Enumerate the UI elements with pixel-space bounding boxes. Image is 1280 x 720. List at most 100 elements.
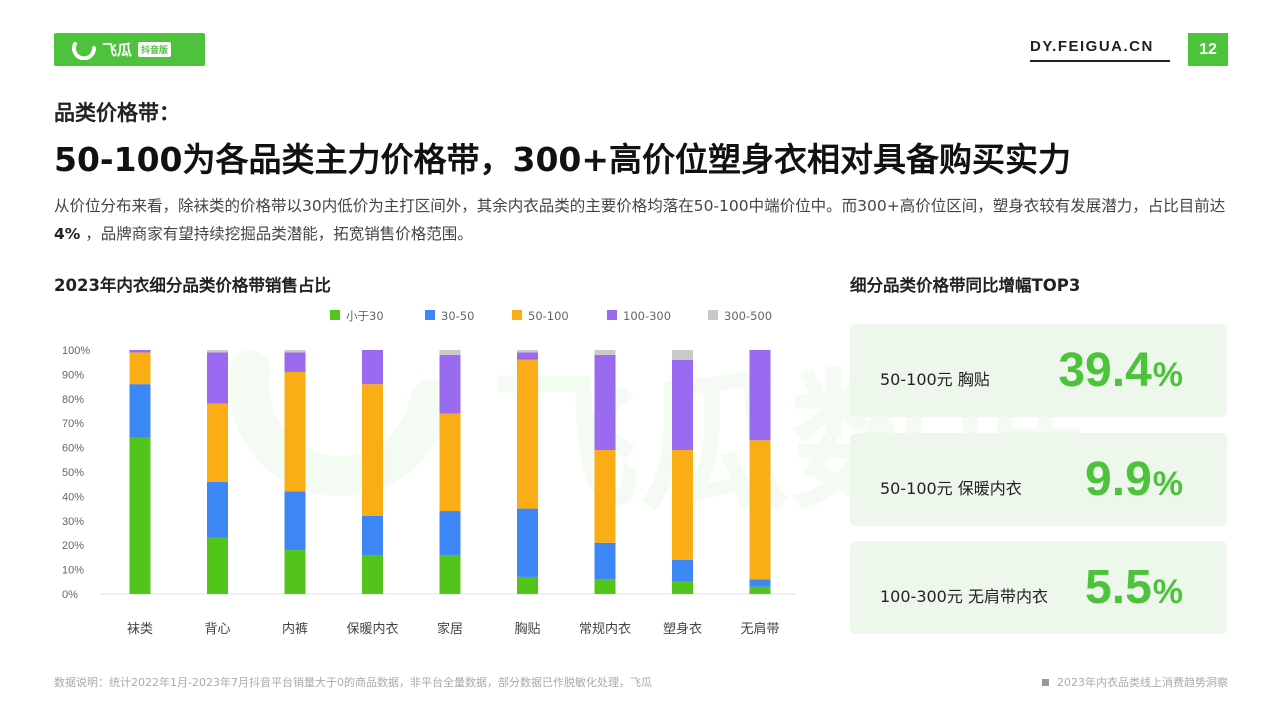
top3-title: 细分品类价格带同比增幅TOP3	[850, 276, 1081, 295]
legend-swatch	[425, 310, 435, 320]
bar-segment[interactable]	[207, 352, 228, 404]
logo-tag: 抖音版	[138, 42, 172, 57]
y-tick-label: 100%	[62, 345, 90, 357]
bar-segment[interactable]	[517, 350, 538, 353]
top3-number-3: 5.5	[1085, 561, 1152, 614]
bar-segment[interactable]	[284, 352, 306, 372]
top3-card-2: 50-100元 保暖内衣 9.9%	[850, 433, 1227, 526]
bar-segment[interactable]	[284, 371, 306, 492]
legend-swatch	[708, 310, 718, 320]
bar-segment[interactable]	[439, 554, 461, 594]
bar-segment[interactable]	[439, 413, 461, 512]
x-tick-label: 胸贴	[514, 622, 540, 637]
top3-card-3: 100-300元 无肩带内衣 5.5%	[850, 541, 1227, 634]
data-footnote: 数据说明：统计2022年1月-2023年7月抖音平台销量大于0的商品数据，非平台…	[54, 676, 652, 689]
bar-segment[interactable]	[439, 511, 461, 555]
bar-segment[interactable]	[362, 515, 383, 555]
bar-segment[interactable]	[284, 491, 306, 551]
bar-segment[interactable]	[749, 586, 771, 594]
bar-segment[interactable]	[672, 559, 693, 582]
y-tick-label: 90%	[62, 369, 84, 381]
legend-label: 300-500	[724, 309, 772, 323]
bar-segment[interactable]	[517, 508, 538, 577]
bar-segment[interactable]	[594, 354, 616, 451]
y-tick-label: 70%	[62, 418, 84, 430]
top3-card-1: 50-100元 胸贴 39.4%	[850, 324, 1227, 417]
y-tick-label: 20%	[62, 540, 84, 552]
bar-segment[interactable]	[207, 537, 228, 594]
y-tick-label: 50%	[62, 467, 84, 479]
y-tick-label: 60%	[62, 443, 84, 455]
bar-segment[interactable]	[207, 403, 228, 482]
x-tick-label: 袜类	[127, 622, 153, 637]
bar-segment[interactable]	[517, 576, 538, 594]
bar-segment[interactable]	[284, 550, 306, 594]
bar-segment[interactable]	[362, 350, 383, 385]
chart-legend: 小于30 30-50 50-100 100-300 300-500	[330, 309, 772, 323]
bar-segment[interactable]	[594, 450, 616, 543]
x-tick-label: 无肩带	[740, 621, 779, 637]
x-axis: 袜类 背心 内裤 保暖内衣 家居 胸贴 常规内衣 塑身衣 无肩带	[127, 621, 780, 637]
bar-segment[interactable]	[362, 384, 383, 516]
top3-unit-1: %	[1152, 356, 1183, 394]
report-name: 2023年内衣品类线上消费趋势洞察	[1042, 674, 1228, 690]
x-tick-label: 常规内衣	[579, 621, 631, 637]
bar-segment[interactable]	[672, 450, 693, 560]
page-headline: 50-100为各品类主力价格带，300+高价位塑身衣相对具备购买实力	[54, 140, 1072, 179]
bar-segment[interactable]	[594, 350, 616, 355]
bar-segment[interactable]	[439, 350, 461, 355]
bar-segment[interactable]	[517, 352, 538, 360]
bar-segment[interactable]	[129, 352, 151, 385]
top3-unit-3: %	[1152, 573, 1183, 611]
bar-segment[interactable]	[672, 359, 693, 451]
y-tick-label: 10%	[62, 565, 84, 577]
y-tick-label: 40%	[62, 491, 84, 503]
bar-segment[interactable]	[594, 579, 616, 594]
x-tick-label: 家居	[437, 621, 463, 637]
bar-segment[interactable]	[129, 437, 151, 594]
site-url[interactable]: DY.FEIGUA.CN	[1030, 38, 1170, 62]
legend-label: 100-300	[623, 309, 671, 323]
logo-text: 飞瓜	[102, 41, 133, 59]
bar-segment[interactable]	[517, 359, 538, 509]
x-tick-label: 保暖内衣	[346, 621, 398, 637]
description-highlight: 4%	[54, 225, 81, 243]
stacked-bar-chart: 小于30 30-50 50-100 100-300 300-500 0% 10% 20% 30…	[62, 309, 796, 637]
x-tick-label: 内裤	[282, 621, 308, 637]
bar-segment[interactable]	[672, 350, 693, 360]
y-tick-label: 80%	[62, 394, 84, 406]
bar-segment[interactable]	[749, 440, 771, 580]
bar-segment[interactable]	[207, 350, 228, 353]
top3-value-1: 39.4%	[1058, 324, 1183, 417]
bar-segment[interactable]	[129, 384, 151, 438]
bar-segment[interactable]	[594, 542, 616, 580]
description: 从价位分布来看，除袜类的价格带以30内低价为主打区间外，其余内衣品类的主要价格均…	[54, 192, 1234, 248]
top3-number-2: 9.9	[1085, 453, 1152, 506]
bar-segment[interactable]	[284, 350, 306, 353]
bar-segment[interactable]	[749, 350, 771, 441]
bar-segment[interactable]	[129, 350, 151, 353]
y-tick-label: 30%	[62, 516, 84, 528]
top3-label-2: 50-100元 保暖内衣	[880, 478, 1022, 498]
top3-number-1: 39.4	[1058, 344, 1152, 397]
bar-segment[interactable]	[362, 554, 383, 594]
bar-segment[interactable]	[749, 579, 771, 587]
bar-segment[interactable]	[439, 354, 461, 414]
y-axis: 0% 10% 20% 30% 40% 50% 60% 70% 80% 90% 100%	[62, 345, 90, 601]
legend-swatch	[330, 310, 340, 320]
square-bullet-icon	[1042, 678, 1049, 686]
brand-logo: 飞瓜 抖音版	[54, 33, 205, 66]
legend-label: 30-50	[441, 309, 474, 323]
top3-value-2: 9.9%	[1085, 433, 1183, 526]
y-tick-label: 0%	[62, 589, 78, 601]
legend-swatch	[512, 310, 522, 320]
bar-segment[interactable]	[672, 581, 693, 594]
bar-segment[interactable]	[207, 481, 228, 538]
report-name-text: 2023年内衣品类线上消费趋势洞察	[1057, 676, 1228, 689]
description-text-end: ，品牌商家有望持续挖掘品类潜能，拓宽销售价格范围。	[80, 225, 473, 243]
chart-title: 2023年内衣细分品类价格带销售占比	[54, 276, 331, 295]
logo-mark-icon	[72, 41, 97, 60]
top3-label-3: 100-300元 无肩带内衣	[880, 586, 1048, 606]
description-text: 从价位分布来看，除袜类的价格带以30内低价为主打区间外，其余内衣品类的主要价格均…	[54, 197, 1226, 215]
top3-unit-2: %	[1152, 465, 1183, 503]
